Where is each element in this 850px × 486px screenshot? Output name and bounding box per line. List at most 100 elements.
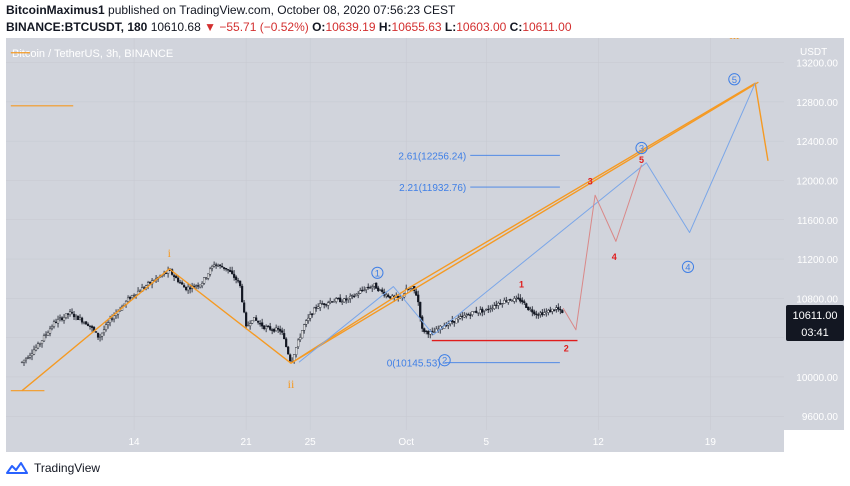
candle <box>543 308 546 316</box>
candle-body <box>198 284 202 288</box>
candle <box>104 320 108 332</box>
candle <box>453 321 456 327</box>
candle-body <box>373 283 376 287</box>
candle-body <box>299 337 302 340</box>
candle-body <box>243 302 246 313</box>
candle <box>507 299 510 305</box>
plot-area[interactable] <box>6 38 784 430</box>
candle-body <box>54 321 58 324</box>
candle <box>311 313 314 318</box>
wave-label-circle <box>438 354 451 367</box>
candle-body <box>176 277 180 283</box>
wave-label: 1 <box>375 268 380 279</box>
candle <box>339 294 342 303</box>
candle <box>281 327 284 336</box>
candle <box>247 321 250 327</box>
candle-body <box>255 317 258 321</box>
candle-body <box>269 326 272 330</box>
candle <box>513 296 516 304</box>
wave-label: 5 <box>732 75 737 86</box>
candle-body <box>186 286 190 291</box>
candle <box>367 283 370 290</box>
candle-body <box>72 313 76 318</box>
symbol-label[interactable]: BINANCE:BTCUSDT, 180 <box>6 20 148 34</box>
candle-body <box>519 298 522 302</box>
candle <box>82 321 86 325</box>
candle-body <box>130 295 134 298</box>
footer-brand[interactable]: TradingView <box>34 461 101 475</box>
candle-body <box>523 301 526 303</box>
candle-body <box>545 311 548 313</box>
candle-body <box>343 298 346 303</box>
candle-body <box>501 303 504 305</box>
candle-body <box>24 358 28 361</box>
candle <box>351 294 354 300</box>
candle-body <box>249 323 252 327</box>
last-price-box-bg <box>786 305 844 341</box>
price-axis[interactable] <box>784 38 844 430</box>
candle <box>178 279 182 284</box>
candle <box>249 320 252 330</box>
candle <box>184 286 188 292</box>
last-price-box: 10611.00 03:41 <box>786 305 844 341</box>
candle <box>54 318 58 324</box>
time-tick-label: 14 <box>129 437 141 448</box>
candle-body <box>30 353 34 357</box>
candle <box>423 327 426 334</box>
candle <box>309 311 312 322</box>
candle-body <box>423 328 426 332</box>
candle <box>509 298 512 301</box>
candle-body <box>495 304 498 306</box>
candle <box>201 281 204 289</box>
fib-level-label: 0(10145.53) <box>387 359 441 370</box>
candle-body <box>34 347 38 351</box>
candle-body <box>267 325 270 328</box>
candle <box>349 293 352 303</box>
candle <box>30 349 34 361</box>
candle-body <box>549 309 552 313</box>
price-chart[interactable]: Bitcoin / TetherUS, 3h, BINANCE USDT 2.6… <box>0 38 850 456</box>
candle <box>459 313 462 320</box>
time-axis[interactable] <box>6 430 784 452</box>
candle <box>130 294 134 299</box>
candle <box>483 310 486 316</box>
candle-body <box>20 361 24 363</box>
candle <box>303 323 306 334</box>
author-name[interactable]: BitcoinMaximus1 <box>6 3 105 17</box>
candle-body <box>517 297 520 299</box>
candle-body <box>515 297 518 300</box>
candle <box>277 325 280 333</box>
candle <box>213 261 216 268</box>
candle-body <box>265 326 268 330</box>
candle <box>377 285 380 293</box>
close-value: 10611.00 <box>522 20 572 34</box>
candle <box>321 300 324 305</box>
candle <box>182 283 186 288</box>
candle-body <box>303 324 306 331</box>
low-label: L: <box>444 20 457 34</box>
candle <box>375 282 378 289</box>
candle-body <box>94 331 98 333</box>
candle-body <box>463 315 466 318</box>
candle-body <box>239 280 242 287</box>
time-tick-label: Oct <box>398 437 414 448</box>
candle <box>561 309 564 314</box>
candle-body <box>56 319 60 324</box>
candle-body <box>78 317 82 320</box>
candle-body <box>559 309 562 311</box>
candle <box>389 296 392 300</box>
candle-body <box>241 285 244 303</box>
candle <box>20 361 24 364</box>
candle <box>433 327 436 334</box>
candle <box>186 282 190 294</box>
candle-body <box>223 267 226 269</box>
candle-body <box>353 295 356 298</box>
candle-body <box>489 308 492 310</box>
time-axis-labels: 14 21 25 Oct 5 12 19 <box>129 437 717 448</box>
footer: TradingView <box>6 461 100 475</box>
candle <box>365 287 368 294</box>
open-label: O: <box>312 20 326 34</box>
candle-body <box>100 332 104 337</box>
candle-body <box>253 317 256 322</box>
candle <box>94 331 98 333</box>
